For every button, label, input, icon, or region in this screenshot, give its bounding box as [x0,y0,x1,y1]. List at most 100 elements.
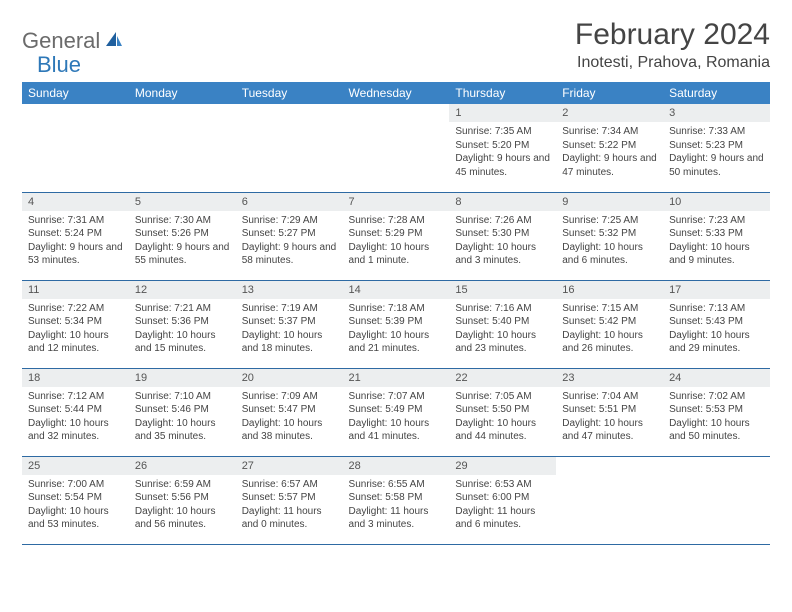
sunset-text: Sunset: 5:24 PM [28,227,123,241]
header: General February 2024 Inotesti, Prahova,… [22,18,770,72]
weekday-tuesday: Tuesday [236,82,343,104]
day-details: Sunrise: 7:02 AMSunset: 5:53 PMDaylight:… [663,387,770,450]
day-details: Sunrise: 7:15 AMSunset: 5:42 PMDaylight:… [556,299,663,362]
day-details: Sunrise: 7:10 AMSunset: 5:46 PMDaylight:… [129,387,236,450]
daylight-text: Daylight: 10 hours and 32 minutes. [28,417,123,444]
calendar-day-cell: 24Sunrise: 7:02 AMSunset: 5:53 PMDayligh… [663,368,770,456]
day-number: 18 [22,369,129,387]
daylight-text: Daylight: 10 hours and 56 minutes. [135,505,230,532]
daylight-text: Daylight: 10 hours and 26 minutes. [562,329,657,356]
daylight-text: Daylight: 10 hours and 18 minutes. [242,329,337,356]
sunrise-text: Sunrise: 7:26 AM [455,214,550,228]
weekday-friday: Friday [556,82,663,104]
sunrise-text: Sunrise: 7:31 AM [28,214,123,228]
daylight-text: Daylight: 9 hours and 53 minutes. [28,241,123,268]
sunset-text: Sunset: 5:42 PM [562,315,657,329]
day-details: Sunrise: 7:29 AMSunset: 5:27 PMDaylight:… [236,211,343,274]
calendar-day-cell: 20Sunrise: 7:09 AMSunset: 5:47 PMDayligh… [236,368,343,456]
day-details: Sunrise: 6:55 AMSunset: 5:58 PMDaylight:… [343,475,450,538]
sunset-text: Sunset: 5:29 PM [349,227,444,241]
logo-text-general: General [22,28,100,54]
weekday-header-row: Sunday Monday Tuesday Wednesday Thursday… [22,82,770,104]
day-number [343,104,450,110]
day-details: Sunrise: 7:18 AMSunset: 5:39 PMDaylight:… [343,299,450,362]
calendar-day-cell: 17Sunrise: 7:13 AMSunset: 5:43 PMDayligh… [663,280,770,368]
sunrise-text: Sunrise: 7:18 AM [349,302,444,316]
sunrise-text: Sunrise: 7:15 AM [562,302,657,316]
day-details: Sunrise: 7:13 AMSunset: 5:43 PMDaylight:… [663,299,770,362]
daylight-text: Daylight: 9 hours and 55 minutes. [135,241,230,268]
calendar-week-row: 4Sunrise: 7:31 AMSunset: 5:24 PMDaylight… [22,192,770,280]
calendar-day-cell [236,104,343,192]
sunset-text: Sunset: 5:44 PM [28,403,123,417]
daylight-text: Daylight: 9 hours and 50 minutes. [669,152,764,179]
calendar-day-cell: 3Sunrise: 7:33 AMSunset: 5:23 PMDaylight… [663,104,770,192]
sunrise-text: Sunrise: 7:33 AM [669,125,764,139]
day-number: 7 [343,193,450,211]
calendar-day-cell [663,456,770,544]
calendar-day-cell: 22Sunrise: 7:05 AMSunset: 5:50 PMDayligh… [449,368,556,456]
calendar-day-cell: 1Sunrise: 7:35 AMSunset: 5:20 PMDaylight… [449,104,556,192]
daylight-text: Daylight: 10 hours and 21 minutes. [349,329,444,356]
day-number: 12 [129,281,236,299]
daylight-text: Daylight: 9 hours and 47 minutes. [562,152,657,179]
day-details: Sunrise: 6:53 AMSunset: 6:00 PMDaylight:… [449,475,556,538]
day-number: 21 [343,369,450,387]
sunrise-text: Sunrise: 7:30 AM [135,214,230,228]
daylight-text: Daylight: 10 hours and 6 minutes. [562,241,657,268]
sunrise-text: Sunrise: 7:35 AM [455,125,550,139]
calendar-week-row: 11Sunrise: 7:22 AMSunset: 5:34 PMDayligh… [22,280,770,368]
calendar-day-cell: 6Sunrise: 7:29 AMSunset: 5:27 PMDaylight… [236,192,343,280]
sunset-text: Sunset: 5:40 PM [455,315,550,329]
calendar-day-cell: 27Sunrise: 6:57 AMSunset: 5:57 PMDayligh… [236,456,343,544]
day-number: 15 [449,281,556,299]
day-number: 28 [343,457,450,475]
sunrise-text: Sunrise: 7:28 AM [349,214,444,228]
day-details: Sunrise: 6:59 AMSunset: 5:56 PMDaylight:… [129,475,236,538]
day-details: Sunrise: 7:09 AMSunset: 5:47 PMDaylight:… [236,387,343,450]
calendar-day-cell: 18Sunrise: 7:12 AMSunset: 5:44 PMDayligh… [22,368,129,456]
calendar-day-cell: 26Sunrise: 6:59 AMSunset: 5:56 PMDayligh… [129,456,236,544]
sunset-text: Sunset: 5:58 PM [349,491,444,505]
sunset-text: Sunset: 6:00 PM [455,491,550,505]
day-number [236,104,343,110]
day-number: 16 [556,281,663,299]
calendar-body: 1Sunrise: 7:35 AMSunset: 5:20 PMDaylight… [22,104,770,544]
day-number: 2 [556,104,663,122]
calendar-day-cell [129,104,236,192]
calendar-day-cell: 11Sunrise: 7:22 AMSunset: 5:34 PMDayligh… [22,280,129,368]
day-details: Sunrise: 7:33 AMSunset: 5:23 PMDaylight:… [663,122,770,185]
day-details: Sunrise: 7:34 AMSunset: 5:22 PMDaylight:… [556,122,663,185]
daylight-text: Daylight: 10 hours and 50 minutes. [669,417,764,444]
day-details: Sunrise: 6:57 AMSunset: 5:57 PMDaylight:… [236,475,343,538]
calendar-day-cell: 9Sunrise: 7:25 AMSunset: 5:32 PMDaylight… [556,192,663,280]
day-details: Sunrise: 7:23 AMSunset: 5:33 PMDaylight:… [663,211,770,274]
sunset-text: Sunset: 5:23 PM [669,139,764,153]
day-number: 8 [449,193,556,211]
sunrise-text: Sunrise: 7:29 AM [242,214,337,228]
day-number [22,104,129,110]
day-number: 13 [236,281,343,299]
day-details: Sunrise: 7:35 AMSunset: 5:20 PMDaylight:… [449,122,556,185]
day-details: Sunrise: 7:05 AMSunset: 5:50 PMDaylight:… [449,387,556,450]
sunrise-text: Sunrise: 6:57 AM [242,478,337,492]
day-details: Sunrise: 7:07 AMSunset: 5:49 PMDaylight:… [343,387,450,450]
day-number: 24 [663,369,770,387]
sunset-text: Sunset: 5:32 PM [562,227,657,241]
daylight-text: Daylight: 10 hours and 44 minutes. [455,417,550,444]
sunrise-text: Sunrise: 7:19 AM [242,302,337,316]
calendar-day-cell: 10Sunrise: 7:23 AMSunset: 5:33 PMDayligh… [663,192,770,280]
sunset-text: Sunset: 5:53 PM [669,403,764,417]
sunrise-text: Sunrise: 7:13 AM [669,302,764,316]
sunrise-text: Sunrise: 7:07 AM [349,390,444,404]
daylight-text: Daylight: 10 hours and 9 minutes. [669,241,764,268]
sunset-text: Sunset: 5:30 PM [455,227,550,241]
day-details: Sunrise: 7:25 AMSunset: 5:32 PMDaylight:… [556,211,663,274]
daylight-text: Daylight: 10 hours and 38 minutes. [242,417,337,444]
sunset-text: Sunset: 5:49 PM [349,403,444,417]
sunset-text: Sunset: 5:34 PM [28,315,123,329]
sunrise-text: Sunrise: 7:25 AM [562,214,657,228]
sunset-text: Sunset: 5:46 PM [135,403,230,417]
daylight-text: Daylight: 10 hours and 41 minutes. [349,417,444,444]
sunset-text: Sunset: 5:57 PM [242,491,337,505]
